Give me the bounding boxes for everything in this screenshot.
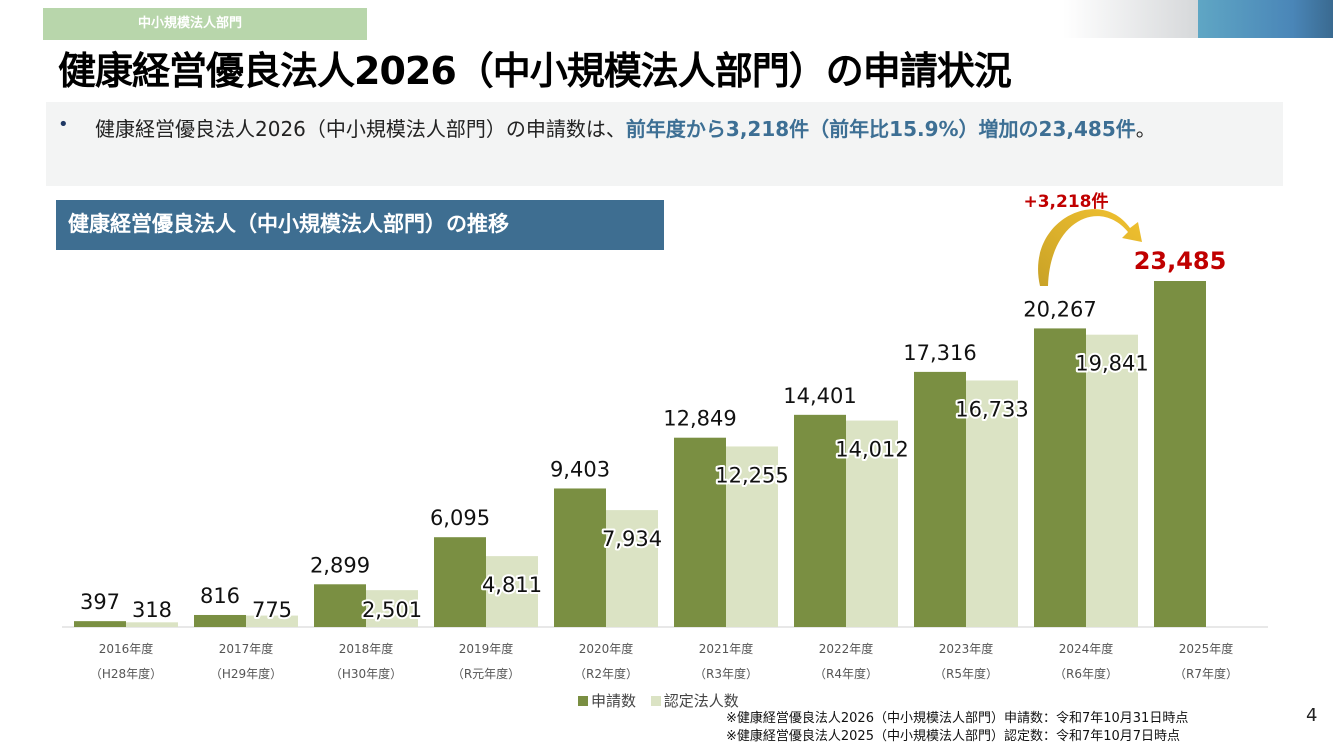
- bar-applications: [314, 584, 366, 627]
- page-number: 4: [1306, 705, 1318, 726]
- legend-label-certified: 認定法人数: [663, 692, 739, 710]
- bar-certified: [486, 556, 538, 627]
- header-decoration-accent: [1198, 0, 1333, 38]
- bar-applications: [674, 437, 726, 627]
- data-label: 12,849: [663, 407, 736, 431]
- x-tick-sublabel: （H30年度）: [330, 666, 402, 681]
- data-label: 17,316: [903, 341, 976, 365]
- data-label: 20,267: [1023, 297, 1096, 321]
- summary-text: 健康経営優良法人2026（中小規模法人部門）の申請数は、前年度から3,218件（…: [95, 113, 1275, 145]
- data-label: 4,811: [482, 573, 542, 597]
- chart-title: 健康経営優良法人（中小規模法人部門）の推移: [56, 200, 664, 250]
- data-label: 12,255: [715, 463, 788, 487]
- data-label: 816: [200, 584, 240, 608]
- x-tick-label: 2019年度: [459, 641, 514, 656]
- data-label: 2,899: [310, 553, 370, 577]
- bar-applications: [554, 488, 606, 627]
- bar-certified: [1086, 334, 1138, 627]
- x-tick-sublabel: （R7年度）: [1174, 666, 1238, 681]
- x-tick-sublabel: （H28年度）: [90, 666, 162, 681]
- data-label: 9,403: [550, 457, 610, 481]
- x-tick-sublabel: （R4年度）: [814, 666, 878, 681]
- data-label: 23,485: [1134, 247, 1227, 275]
- x-tick-label: 2024年度: [1059, 641, 1114, 656]
- data-label: 19,841: [1075, 352, 1148, 376]
- legend-swatch-applications: [578, 696, 588, 706]
- x-tick-label: 2022年度: [819, 641, 874, 656]
- data-label: 2,501: [362, 598, 422, 622]
- summary-box: [46, 102, 1283, 186]
- data-label: 16,733: [955, 397, 1028, 421]
- data-label: 775: [252, 598, 292, 622]
- footnote: ※健康経営優良法人2025（中小規模法人部門）認定数：令和7年10月7日時点: [726, 729, 1181, 744]
- summary-end: 。: [1135, 117, 1156, 141]
- x-tick-label: 2023年度: [939, 641, 994, 656]
- increase-arrow-icon: [1038, 209, 1142, 286]
- legend-swatch-certified: [650, 696, 661, 706]
- x-tick-sublabel: （R6年度）: [1054, 666, 1118, 681]
- data-label: 7,934: [602, 527, 662, 551]
- bar-certified: [726, 446, 778, 627]
- bar-certified: [366, 590, 418, 627]
- bar-applications: [434, 537, 486, 627]
- x-tick-sublabel: （R3年度）: [694, 666, 758, 681]
- data-label: 14,401: [783, 384, 856, 408]
- bar-certified: [246, 615, 298, 627]
- x-tick-label: 2018年度: [339, 641, 394, 656]
- bar-applications: [74, 621, 126, 627]
- legend-label-applications: 申請数: [591, 692, 637, 710]
- bar-certified: [126, 622, 178, 627]
- bar-certified: [606, 510, 658, 627]
- x-tick-sublabel: （R元年度）: [452, 666, 520, 681]
- section-tag: 中小規模法人部門: [43, 8, 367, 40]
- x-tick-sublabel: （H29年度）: [210, 666, 282, 681]
- bar-applications: [194, 614, 246, 627]
- data-label: 14,012: [835, 438, 908, 462]
- x-tick-sublabel: （R2年度）: [574, 666, 638, 681]
- footnote: ※健康経営優良法人2026（中小規模法人部門）申請数：令和7年10月31日時点: [726, 711, 1189, 726]
- chart-legend: 申請数 認定法人数: [578, 690, 739, 711]
- bar-applications: [794, 414, 846, 627]
- x-tick-sublabel: （R5年度）: [934, 666, 998, 681]
- bar-certified: [846, 420, 898, 627]
- x-tick-label: 2021年度: [699, 641, 754, 656]
- increase-annotation: +3,218件: [1023, 191, 1108, 212]
- footnotes: ※健康経営優良法人2026（中小規模法人部門）申請数：令和7年10月31日時点 …: [726, 710, 1188, 746]
- header-decoration: [1063, 0, 1198, 38]
- x-tick-label: 2016年度: [99, 641, 154, 656]
- bar-applications: [1034, 328, 1086, 627]
- data-label: 6,095: [430, 506, 490, 530]
- summary-plain: 健康経営優良法人2026（中小規模法人部門）の申請数は、: [95, 117, 626, 141]
- bar-applications: [1154, 281, 1206, 627]
- bar-applications: [914, 371, 966, 627]
- x-tick-label: 2017年度: [219, 641, 274, 656]
- bar-certified: [966, 380, 1018, 627]
- x-tick-label: 2020年度: [579, 641, 634, 656]
- bullet-icon: •: [58, 114, 69, 135]
- data-label: 318: [132, 598, 172, 622]
- data-label: 397: [80, 590, 120, 614]
- x-tick-label: 2025年度: [1179, 641, 1234, 656]
- page-title: 健康経営優良法人2026（中小規模法人部門）の申請状況: [58, 49, 1012, 93]
- summary-highlight: 前年度から3,218件（前年比15.9%）増加の23,485件: [625, 117, 1136, 141]
